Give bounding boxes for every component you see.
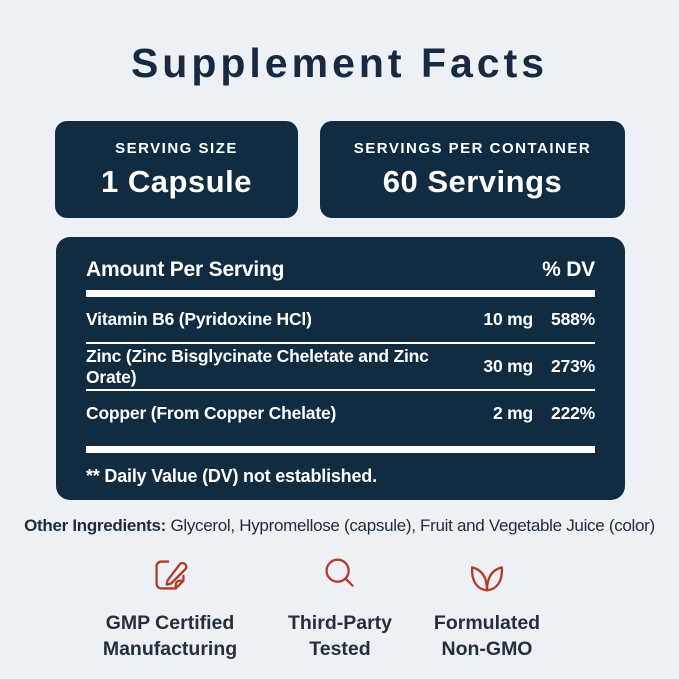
divider-thick xyxy=(86,446,595,453)
leaves-icon xyxy=(470,566,504,592)
ingredient-name: Copper (From Copper Chelate) xyxy=(86,403,337,423)
divider-thin xyxy=(86,342,595,344)
amount-per-serving-header: Amount Per Serving xyxy=(86,258,285,281)
badge-label-line1: Formulated xyxy=(433,612,541,634)
servings-per-container-box: SERVINGS PER CONTAINER 60 Servings xyxy=(320,121,625,218)
ingredient-dv: 588% xyxy=(551,309,595,329)
badge-label-line2: Non-GMO xyxy=(441,638,533,661)
facts-table-header: Amount Per Serving % DV xyxy=(86,258,595,282)
ingredient-dv: 273% xyxy=(551,356,595,376)
badge-label-line2: Tested xyxy=(309,638,371,661)
ingredient-dv: 222% xyxy=(551,403,595,423)
badge-gmp-certified: GMP Certified Manufacturing xyxy=(85,552,255,663)
badge-formulated-non-gmo: Formulated Non-GMO xyxy=(407,552,567,663)
ingredient-amount: 10 mg xyxy=(483,309,533,329)
table-row: Vitamin B6 (Pyridoxine HCl) 10 mg 588% xyxy=(86,297,595,342)
divider-thin xyxy=(86,389,595,391)
badge-label: GMP Certified Manufacturing xyxy=(103,610,237,663)
divider-thick xyxy=(86,290,595,297)
servings-per-container-label: SERVINGS PER CONTAINER xyxy=(353,139,592,157)
ingredient-name: Zinc (Zinc Bisglycinate Cheletate and Zi… xyxy=(86,345,429,387)
serving-info-row: SERVING SIZE 1 Capsule SERVINGS PER CONT… xyxy=(55,121,625,218)
table-row: Zinc (Zinc Bisglycinate Cheletate and Zi… xyxy=(86,344,595,389)
percent-dv-header: % DV xyxy=(542,258,595,281)
table-row: Copper (From Copper Chelate) 2 mg 222% xyxy=(86,391,595,436)
other-ingredients-label: Other Ingredients: xyxy=(24,516,167,535)
badge-label-line2: Manufacturing xyxy=(102,638,238,661)
supplement-facts-panel: Amount Per Serving % DV Vitamin B6 (Pyri… xyxy=(56,237,625,500)
badge-label: Formulated Non-GMO xyxy=(434,610,540,663)
ingredient-amount: 30 mg xyxy=(483,356,533,376)
serving-size-box: SERVING SIZE 1 Capsule xyxy=(55,121,298,218)
page-title: Supplement Facts xyxy=(130,40,549,86)
magnifier-icon xyxy=(325,558,354,587)
serving-size-value: 1 Capsule xyxy=(101,163,252,199)
badge-label-line1: GMP Certified xyxy=(105,612,235,634)
badge-label-line1: Third-Party xyxy=(287,612,392,634)
badge-label: Third-Party Tested xyxy=(288,610,392,663)
pencil-document-icon xyxy=(155,560,188,590)
other-ingredients: Other Ingredients: Glycerol, Hypromellos… xyxy=(0,516,679,536)
badge-third-party-tested: Third-Party Tested xyxy=(270,552,410,663)
other-ingredients-text: Glycerol, Hypromellose (capsule), Fruit … xyxy=(166,516,655,535)
ingredient-name: Vitamin B6 (Pyridoxine HCl) xyxy=(86,309,312,329)
ingredient-amount: 2 mg xyxy=(492,403,533,423)
servings-per-container-value: 60 Servings xyxy=(382,163,563,199)
dv-footnote: ** Daily Value (DV) not established. xyxy=(86,466,377,486)
serving-size-label: SERVING SIZE xyxy=(115,139,238,157)
